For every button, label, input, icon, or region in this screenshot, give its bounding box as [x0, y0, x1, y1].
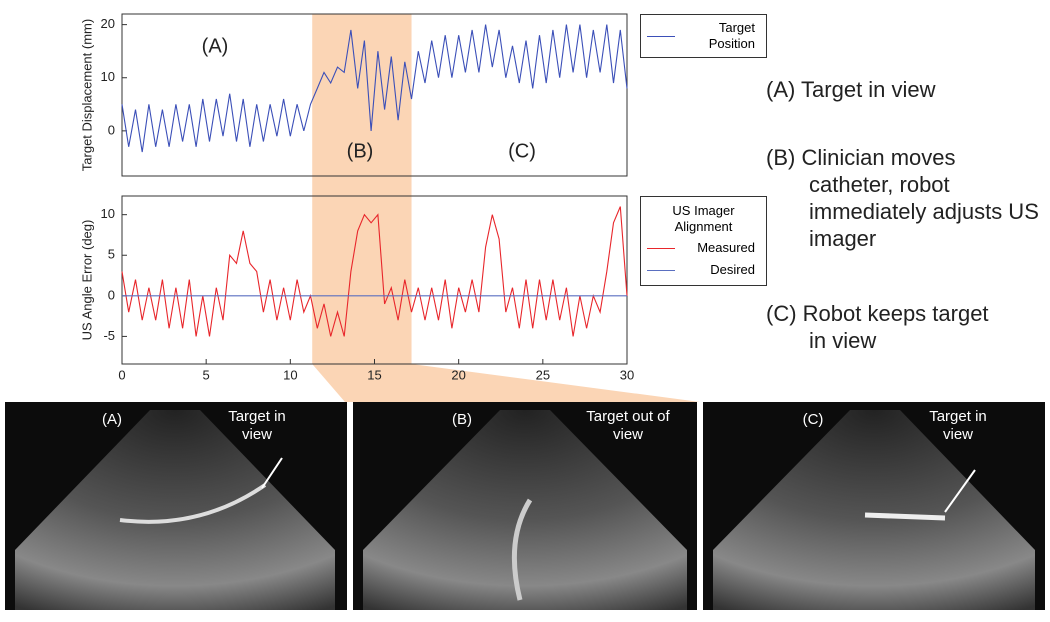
- x-tick-label: 0: [118, 367, 125, 382]
- legend: Target Position: [640, 14, 767, 58]
- description: (A) Target in view: [766, 77, 936, 102]
- annotation: (C): [508, 140, 536, 162]
- us-structure: [119, 483, 267, 524]
- y-tick-label: 5: [108, 247, 115, 262]
- arrow: [261, 457, 283, 489]
- data-line: [121, 24, 628, 153]
- description: (B) Clinician moves catheter, robot imme…: [766, 145, 1039, 251]
- panel-label: (C): [803, 411, 824, 428]
- annotation: (A): [202, 35, 229, 57]
- panel-note: Target in view: [228, 408, 286, 443]
- x-tick-label: 20: [451, 367, 465, 382]
- highlight-layer: [312, 14, 700, 402]
- plots: 0 10 20 Target Displacement (mm) (A) (B) (C) -5…: [79, 13, 634, 382]
- us-fan: [713, 410, 1035, 610]
- x-tick-label: 10: [283, 367, 297, 382]
- y-tick-label: 0: [108, 287, 115, 302]
- legend-title: US Imager Alignment: [672, 203, 735, 234]
- legend-entry: Desired: [641, 259, 766, 281]
- panel-note-box: Target out of view: [586, 408, 670, 443]
- y-axis-label: US Angle Error (deg): [79, 220, 94, 341]
- panel-note: Target out of view: [586, 408, 670, 443]
- y-tick-label: 0: [108, 122, 115, 137]
- legend-label: Measured: [697, 240, 755, 255]
- x-tick-label: 30: [620, 367, 634, 382]
- annotation: (B): [347, 140, 374, 162]
- y-tick-label: 20: [101, 16, 115, 31]
- panel-note: Target in view: [929, 408, 987, 443]
- panel-note-box: Target in view: [228, 408, 286, 443]
- panel-note-box: Target in view: [929, 408, 987, 443]
- us-structure: [864, 512, 946, 521]
- x-tick-label: 25: [536, 367, 550, 382]
- us-fan: [15, 410, 335, 610]
- panel-label: (B): [452, 411, 472, 428]
- x-tick-label: 15: [367, 367, 381, 382]
- data-line: [121, 206, 628, 337]
- y-axis-label: Target Displacement (mm): [79, 19, 94, 171]
- arrow: [944, 469, 976, 513]
- legend-label: Desired: [710, 262, 755, 277]
- description: (C) Robot keeps target in view: [766, 301, 989, 353]
- legend-swatch: [647, 35, 675, 37]
- ultrasound-panels: [5, 402, 1045, 610]
- panel-label: (A): [102, 411, 122, 428]
- legend-swatch: [647, 247, 675, 249]
- legend-label: Target Position: [708, 20, 755, 51]
- legend: US Imager Alignment Measured Desired: [640, 196, 767, 286]
- highlight-projection: [312, 364, 700, 402]
- us-structure: [511, 498, 533, 601]
- legend-entry: Target Position: [641, 15, 766, 57]
- x-tick-label: 5: [203, 367, 210, 382]
- y-tick-label: 10: [101, 69, 115, 84]
- plot-area: [121, 13, 628, 177]
- legend-swatch: [647, 269, 675, 271]
- y-tick-label: -5: [103, 328, 115, 343]
- y-tick-label: 10: [101, 206, 115, 221]
- legend-entry: Measured: [641, 237, 766, 259]
